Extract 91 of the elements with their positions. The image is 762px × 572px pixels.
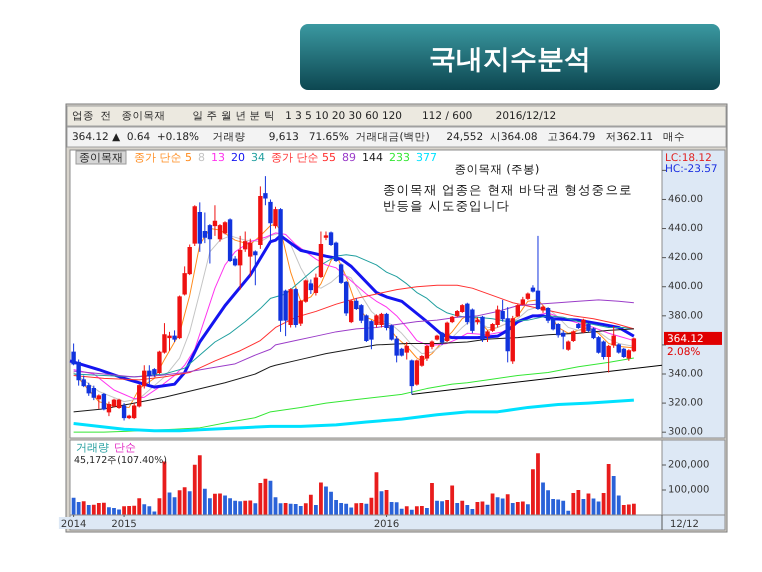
- text: LC:18.12: [665, 152, 712, 164]
- bar: [425, 508, 429, 515]
- y-tick-label: 300.00: [668, 426, 703, 438]
- candlestick: [581, 318, 586, 334]
- candlestick: [510, 315, 515, 364]
- candlestick: [308, 278, 314, 294]
- annotation: 45,172주(107.40%): [74, 455, 167, 466]
- candlestick: [253, 250, 258, 286]
- text: HC:-23.57: [665, 163, 718, 175]
- text: 8: [198, 151, 205, 164]
- bar: [586, 494, 590, 515]
- text: 364.12: [667, 332, 704, 345]
- candlestick: [192, 204, 197, 246]
- text: 364.12 ▲ 0.64 +0.18% 거래량 9,613 71.65% 거래대금(백만) 24,552 시364.08 고364.79 저362.11 매수: [72, 131, 686, 143]
- candlestick: [444, 321, 450, 342]
- candlestick: [177, 294, 182, 340]
- text: 13: [211, 151, 225, 164]
- bar: [319, 482, 323, 515]
- y-tick-label: 440.00: [668, 223, 703, 234]
- bar: [490, 494, 494, 515]
- bar: [526, 504, 530, 515]
- text: 종가 단순 5: [134, 151, 192, 164]
- bar: [314, 505, 318, 515]
- bar: [582, 499, 586, 515]
- text: 377: [416, 151, 437, 164]
- text: 2.08%: [667, 346, 700, 358]
- text: 20: [231, 151, 245, 164]
- y-tick-label: 420.00: [668, 252, 703, 264]
- text: 34: [251, 151, 265, 164]
- y-tick-label: 460.00: [668, 194, 703, 205]
- candlestick: [268, 198, 273, 242]
- annotation: 종이목재 업종은 현재 바닥권 형성중으로 반등을 시도중입니다: [383, 182, 634, 214]
- candlestick: [288, 288, 293, 328]
- candlestick: [294, 288, 298, 328]
- candlestick: [606, 344, 611, 374]
- text: 업종 전 종이목재 일 주 월 년 분 틱 1 3 5 10 20 30 60 120 112 / 600 2016/12/12: [72, 110, 556, 122]
- candlestick: [318, 230, 324, 278]
- y-tick-label: 100,000: [668, 484, 710, 496]
- candlestick: [122, 402, 126, 422]
- candlestick: [576, 322, 581, 330]
- line-series: [73, 284, 634, 380]
- y-tick-label: 200,000: [668, 460, 710, 470]
- candlestick: [526, 292, 530, 300]
- candlestick: [258, 186, 263, 250]
- text: 233: [389, 151, 410, 164]
- y-tick-label: 400.00: [668, 281, 703, 292]
- candlestick: [571, 330, 576, 342]
- candlestick: [485, 330, 490, 342]
- y-tick-label: 320.00: [668, 398, 703, 409]
- legend-title: 거래량 단순: [76, 441, 136, 454]
- chart-title: 국내지수분석: [429, 44, 591, 75]
- bar: [384, 490, 388, 515]
- bar: [380, 491, 384, 515]
- candlestick: [566, 340, 570, 352]
- candlestick: [410, 358, 414, 395]
- candlestick: [349, 299, 354, 324]
- candlestick: [450, 315, 454, 324]
- y-tick-label: 380.00: [668, 310, 703, 322]
- text: 종이목재 (주봉): [454, 162, 540, 176]
- candlestick: [314, 273, 318, 296]
- line-series: [73, 358, 634, 433]
- candlestick: [102, 392, 106, 411]
- bar: [486, 504, 490, 515]
- candlestick: [516, 304, 520, 318]
- candlestick: [263, 176, 268, 206]
- bar: [430, 483, 434, 515]
- legend-title: 종이목재: [79, 151, 123, 164]
- bar: [284, 503, 288, 515]
- line-series: [73, 328, 634, 412]
- candlestick: [611, 326, 616, 348]
- text: 종가 단순 55: [271, 151, 336, 164]
- x-tick-label: 2014: [60, 519, 86, 530]
- text: 144: [362, 151, 383, 164]
- bar: [364, 504, 368, 515]
- candlestick: [96, 394, 102, 410]
- candlestick: [172, 330, 177, 342]
- candlestick: [540, 305, 546, 314]
- x-tick-label: 2015: [111, 519, 137, 530]
- y-tick-label: 340.00: [668, 368, 703, 380]
- text: 89: [342, 151, 356, 164]
- candlestick: [440, 331, 444, 346]
- line-series: [72, 398, 636, 432]
- candlestick: [520, 296, 526, 306]
- x-tick-label: 2016: [374, 519, 400, 530]
- candlestick: [475, 316, 480, 326]
- candlestick: [238, 235, 242, 290]
- line-series: [73, 299, 634, 378]
- candlestick: [434, 334, 440, 342]
- text: 12/12: [670, 519, 699, 530]
- candlestick: [404, 342, 409, 360]
- candlestick: [324, 230, 328, 241]
